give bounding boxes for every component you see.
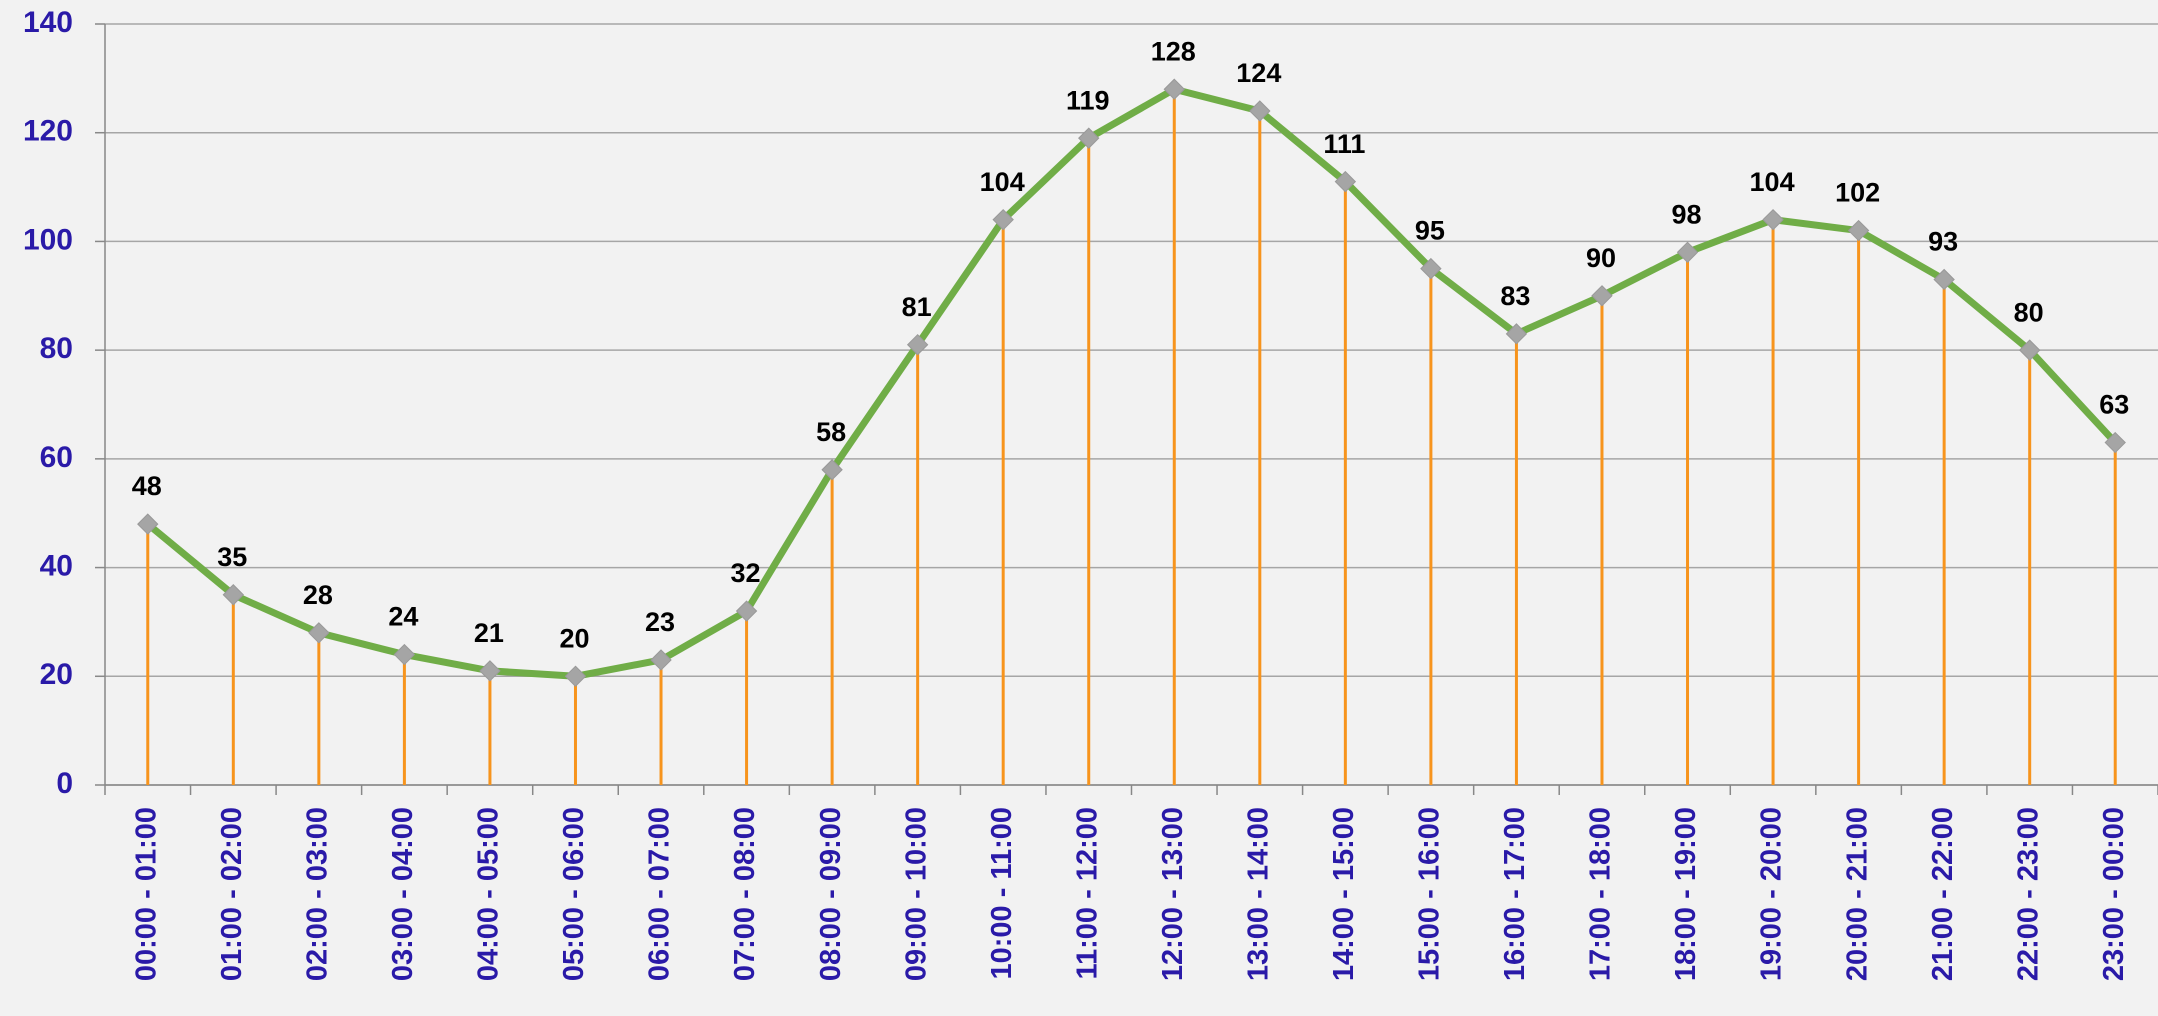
data-label: 124 (1236, 58, 1281, 88)
x-tick-label: 23:00 - 00:00 (2098, 807, 2130, 981)
x-tick-label: 09:00 - 10:00 (900, 807, 932, 981)
data-label: 20 (559, 623, 589, 653)
y-tick-label: 80 (40, 332, 73, 365)
data-label: 111 (1323, 129, 1365, 159)
x-tick-label: 08:00 - 09:00 (815, 807, 847, 981)
x-tick-label: 22:00 - 23:00 (2012, 807, 2044, 981)
data-label: 128 (1151, 36, 1196, 66)
x-tick-label: 16:00 - 17:00 (1499, 807, 1531, 981)
data-label: 28 (303, 580, 333, 610)
marker (1078, 127, 1100, 149)
x-tick-label: 01:00 - 02:00 (216, 807, 248, 981)
marker (222, 584, 245, 606)
series-line (145, 85, 2118, 680)
marker (1505, 323, 1528, 345)
data-label: 21 (474, 618, 504, 648)
marker (564, 665, 587, 687)
marker (906, 333, 929, 356)
y-tick-label: 100 (23, 223, 73, 256)
marker (2018, 339, 2041, 361)
data-label: 104 (980, 167, 1025, 197)
marker (1762, 208, 1784, 231)
x-tick-label: 13:00 - 14:00 (1242, 807, 1274, 981)
x-tick-label: 17:00 - 18:00 (1585, 807, 1617, 981)
x-tick-label: 02:00 - 03:00 (302, 807, 334, 981)
marker (1249, 100, 1271, 122)
data-label: 93 (1928, 227, 1958, 257)
x-tick-label: 07:00 - 08:00 (729, 807, 761, 981)
data-label: 80 (2014, 297, 2044, 327)
marker (735, 600, 758, 622)
marker (1847, 219, 1870, 242)
marker (1591, 285, 1613, 307)
x-tick-label: 03:00 - 04:00 (387, 807, 419, 981)
marker (1933, 268, 1955, 291)
x-tick-label: 04:00 - 05:00 (473, 807, 505, 981)
y-tick-label: 120 (23, 115, 73, 148)
marker (2104, 431, 2126, 454)
x-tick-label: 14:00 - 15:00 (1328, 807, 1360, 981)
x-tick-label: 06:00 - 07:00 (644, 807, 676, 981)
y-tick-label: 0 (56, 767, 73, 800)
data-label: 104 (1750, 167, 1795, 197)
y-tick-label: 60 (40, 441, 73, 474)
x-tick-label: 11:00 - 12:00 (1071, 807, 1103, 980)
data-label: 95 (1415, 216, 1445, 246)
y-tick-label: 20 (40, 658, 73, 691)
marker (1163, 78, 1185, 100)
marker (1334, 170, 1357, 193)
x-tick-label: 18:00 - 19:00 (1670, 807, 1702, 981)
x-tick-label: 20:00 - 21:00 (1841, 807, 1873, 981)
marker (821, 459, 843, 481)
data-label: 58 (816, 417, 846, 447)
data-label: 48 (132, 471, 162, 501)
y-tick-label: 140 (23, 6, 73, 39)
data-label: 32 (731, 558, 761, 588)
marker (1420, 257, 1442, 280)
data-label: 102 (1835, 178, 1880, 208)
x-tick-label: 00:00 - 01:00 (130, 807, 162, 981)
x-tick-label: 10:00 - 11:00 (986, 807, 1018, 980)
data-label: 83 (1500, 281, 1530, 311)
data-label: 35 (217, 542, 247, 572)
data-label: 98 (1671, 199, 1701, 229)
x-tick-label: 12:00 - 13:00 (1157, 807, 1189, 981)
marker (393, 643, 416, 666)
marker (650, 649, 672, 671)
data-label: 90 (1586, 243, 1616, 273)
marker (1676, 241, 1699, 264)
marker (308, 622, 330, 644)
x-tick-label: 15:00 - 16:00 (1414, 807, 1446, 981)
data-label: 63 (2099, 390, 2129, 420)
x-tick-label: 19:00 - 20:00 (1756, 807, 1788, 981)
marker (479, 660, 501, 682)
data-label: 23 (645, 607, 675, 637)
marker (992, 208, 1014, 231)
marker (137, 513, 159, 535)
x-tick-label: 05:00 - 06:00 (558, 807, 590, 981)
x-tick-label: 21:00 - 22:00 (1927, 807, 1959, 981)
data-label: 24 (388, 602, 418, 632)
y-tick-label: 40 (40, 549, 73, 582)
data-label: 81 (902, 292, 932, 322)
data-label: 119 (1066, 85, 1110, 115)
